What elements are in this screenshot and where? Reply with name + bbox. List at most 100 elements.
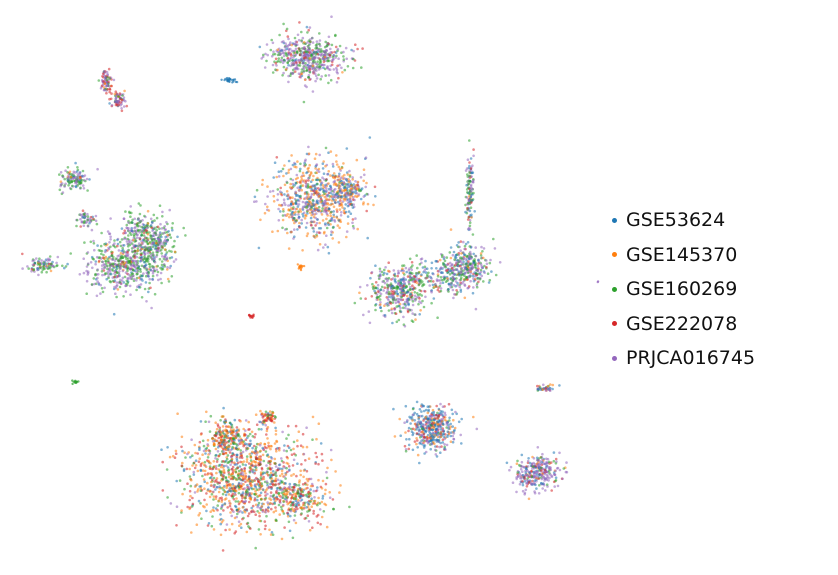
- scatter-point: [129, 205, 132, 208]
- scatter-point: [300, 30, 303, 34]
- scatter-point: [197, 499, 201, 503]
- scatter-point: [317, 422, 321, 426]
- scatter-point: [266, 195, 269, 198]
- scatter-point: [469, 206, 473, 209]
- scatter-point: [109, 97, 113, 101]
- scatter-point: [70, 184, 74, 188]
- scatter-point: [257, 458, 261, 461]
- scatter-point: [329, 51, 333, 54]
- scatter-point: [374, 281, 378, 284]
- scatter-point: [36, 267, 39, 270]
- scatter-point: [72, 179, 75, 183]
- scatter-point: [460, 267, 464, 270]
- scatter-point: [337, 174, 341, 178]
- scatter-point: [180, 445, 183, 449]
- scatter-point: [230, 514, 233, 518]
- scatter-point: [216, 423, 220, 426]
- scatter-point: [227, 425, 231, 428]
- scatter-point: [398, 284, 402, 288]
- scatter-point: [268, 410, 272, 413]
- scatter-point: [147, 254, 150, 258]
- scatter-point: [283, 213, 287, 217]
- scatter-point: [378, 270, 382, 273]
- scatter-point: [449, 286, 453, 289]
- scatter-point: [253, 510, 256, 514]
- scatter-point: [191, 502, 195, 506]
- scatter-point: [410, 268, 414, 272]
- scatter-point: [258, 519, 262, 523]
- scatter-point: [146, 251, 149, 255]
- scatter-point: [300, 218, 304, 222]
- scatter-point: [285, 455, 289, 459]
- scatter-point: [436, 288, 440, 292]
- scatter-point: [289, 41, 292, 44]
- scatter-point: [275, 64, 278, 67]
- scatter-point: [226, 506, 229, 509]
- scatter-point: [138, 236, 141, 240]
- scatter-point: [186, 482, 189, 486]
- scatter-point: [85, 279, 89, 283]
- scatter-point: [472, 286, 475, 289]
- scatter-point: [402, 264, 406, 267]
- scatter-point: [198, 457, 201, 461]
- scatter-point: [265, 514, 268, 518]
- scatter-point: [133, 277, 136, 281]
- scatter-point: [82, 271, 86, 275]
- scatter-point: [160, 227, 164, 230]
- scatter-point: [123, 275, 127, 279]
- scatter-point: [292, 62, 296, 66]
- scatter-point: [271, 230, 274, 233]
- scatter-point: [200, 517, 203, 520]
- scatter-point: [271, 63, 275, 67]
- scatter-point: [319, 200, 323, 204]
- scatter-point: [55, 264, 58, 268]
- scatter-point: [314, 74, 318, 78]
- scatter-point: [451, 253, 455, 257]
- scatter-point: [317, 208, 320, 212]
- scatter-point: [306, 232, 310, 235]
- scatter-point: [228, 451, 232, 454]
- scatter-point: [82, 187, 86, 190]
- scatter-point: [344, 46, 348, 50]
- scatter-point: [253, 498, 256, 502]
- scatter-point: [81, 179, 84, 182]
- scatter-point: [166, 496, 169, 499]
- scatter-point: [210, 524, 214, 528]
- scatter-point: [207, 420, 211, 424]
- scatter-point: [391, 277, 395, 280]
- scatter-point: [280, 472, 284, 476]
- scatter-point: [297, 195, 301, 198]
- scatter-point: [26, 265, 29, 268]
- scatter-point: [64, 169, 67, 172]
- scatter-point: [122, 281, 126, 284]
- scatter-point: [340, 66, 343, 70]
- scatter-point: [121, 94, 124, 97]
- scatter-point: [254, 450, 257, 453]
- scatter-point: [342, 186, 346, 189]
- scatter-point: [454, 254, 458, 257]
- scatter-point: [444, 280, 448, 284]
- scatter-point: [308, 57, 312, 60]
- scatter-point: [228, 487, 232, 490]
- scatter-point: [259, 471, 263, 474]
- scatter-point: [359, 297, 363, 300]
- scatter-point: [332, 57, 335, 61]
- scatter-point: [311, 70, 315, 74]
- scatter-point: [471, 291, 475, 295]
- scatter-point: [346, 215, 350, 218]
- scatter-point: [448, 261, 452, 265]
- scatter-point: [317, 73, 320, 77]
- scatter-point: [85, 177, 89, 181]
- scatter-point: [292, 206, 295, 209]
- scatter-point: [104, 76, 108, 79]
- scatter-point: [240, 494, 244, 497]
- scatter-point: [336, 47, 340, 51]
- scatter-point: [133, 217, 136, 221]
- scatter-point: [343, 181, 346, 185]
- scatter-point: [383, 281, 387, 285]
- scatter-point: [285, 47, 289, 50]
- scatter-point: [409, 271, 413, 275]
- scatter-point: [451, 263, 454, 267]
- scatter-point: [266, 484, 269, 487]
- scatter-point: [219, 444, 222, 448]
